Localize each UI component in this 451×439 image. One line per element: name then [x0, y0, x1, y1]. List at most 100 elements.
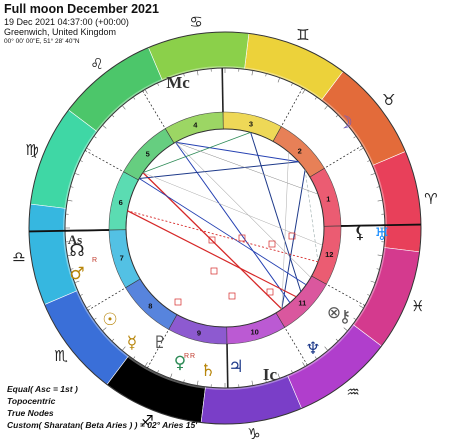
degree-tick [132, 356, 136, 360]
house-number-1: 1 [326, 194, 330, 203]
chart-footer: Equal( Asc = 1st ) Topocentric True Node… [7, 383, 197, 431]
aspect-line [175, 142, 311, 278]
degree-tick [121, 105, 126, 110]
degree-tick [102, 327, 107, 332]
house-cusp-10 [226, 343, 229, 388]
angle-label-ic: Ic [263, 365, 278, 384]
degree-tick [377, 199, 383, 202]
degree-tick [353, 317, 357, 321]
degree-tick [376, 268, 380, 270]
sign-glyph-libra-icon: ♎ [12, 248, 25, 266]
degree-tick [370, 172, 376, 176]
degree-tick [370, 280, 376, 284]
house-cusp-3 [280, 87, 303, 127]
house-cusp-6 [84, 150, 124, 173]
degree-tick [121, 346, 126, 351]
angle-label-mc: Mc [166, 73, 190, 92]
house-system-label: Equal( Asc = 1st ) [7, 384, 78, 394]
nodes-label: True Nodes [7, 408, 54, 419]
degree-tick [335, 114, 339, 118]
sign-glyph-capricorn-icon: ♑ [247, 425, 260, 439]
aspect-line [142, 131, 251, 174]
aspect-line [175, 141, 291, 304]
planet-glyphs: ☉☽☿♀ R♂♃♄♅♆♇☊⚷⚸⊗RR [69, 113, 389, 381]
degree-tick [111, 114, 115, 118]
house-cusp-2 [324, 145, 363, 169]
ayanamsa-label: Custom( Sharatan( Beta Aries ) ) = 02° A… [7, 420, 198, 431]
aspect-square-marker [288, 232, 296, 240]
degree-tick [265, 73, 267, 77]
aspect-square-marker [266, 288, 274, 296]
house-number-5: 5 [146, 149, 150, 158]
degree-tick [367, 160, 371, 162]
aspect-line [175, 141, 299, 163]
house-number-11: 11 [298, 299, 306, 308]
planet-moon-icon: ☽ [337, 113, 352, 133]
chart-title: Full moon December 2021 [4, 2, 159, 16]
degree-tick [169, 373, 173, 379]
planet-saturn-icon: ♄ [200, 361, 215, 381]
aspect-line [304, 169, 319, 262]
planet-lilith-icon: ⚸ [354, 223, 366, 243]
sign-glyph-cancer-icon: ♋ [189, 13, 202, 31]
degree-tick [335, 338, 339, 342]
house-number-4: 4 [193, 121, 198, 130]
degree-tick [93, 317, 97, 321]
planet-neptune-icon: ♆ [305, 339, 320, 359]
degree-tick [376, 186, 380, 188]
degree-tick [93, 135, 97, 139]
degree-tick [324, 105, 329, 110]
degree-tick [324, 346, 329, 351]
planet-mars-icon: ♂ [69, 264, 84, 284]
planet-chiron-icon: ⚷ [339, 307, 351, 327]
zodiac-outer-circle [28, 31, 422, 425]
degree-tick [169, 77, 173, 83]
house-number-6: 6 [119, 198, 123, 207]
degree-tick [70, 268, 74, 270]
aspect-line [175, 142, 319, 195]
topocentric-label: Topocentric [7, 396, 56, 407]
retrograde-mark: R [190, 353, 195, 360]
degree-tick [343, 327, 348, 332]
degree-tick [359, 147, 364, 151]
planet-pars-icon: ⊗ [327, 303, 341, 323]
sign-inner-band-aries [372, 164, 387, 248]
sign-glyph-leo-icon: ♌ [90, 55, 103, 73]
planet-jupiter-icon: ♃ [228, 357, 243, 377]
house-number-9: 9 [197, 328, 201, 337]
degree-tick [111, 338, 115, 342]
degree-tick [314, 96, 318, 100]
degree-tick [86, 305, 91, 309]
degree-tick [251, 70, 254, 76]
house-number-3: 3 [249, 120, 253, 129]
house-cusps [29, 68, 421, 388]
zodiac-glyphs: ♈ ♉ ♊ ♋ ♌ ♍ ♎ ♏ ♐ ♑ ♒ ♓ [12, 13, 437, 439]
degree-tick [157, 370, 159, 374]
degree-tick [343, 124, 348, 129]
chart-coordinates: 00° 00' 00"E, 51° 28' 40"N [4, 37, 80, 45]
house-number-10: 10 [250, 327, 258, 336]
degree-tick [302, 89, 306, 94]
degree-tick [157, 82, 159, 86]
degree-tick [314, 356, 318, 360]
sign-glyph-sagittarius-icon: ♐ [140, 412, 153, 430]
house-cusp-11 [284, 327, 308, 366]
degree-tick [79, 294, 83, 296]
degree-tick [86, 147, 91, 151]
degree-tick [183, 73, 185, 77]
degree-tick [79, 160, 83, 162]
chart-header: Full moon December 2021 19 Dec 2021 04:3… [4, 2, 159, 46]
house-number-7: 7 [120, 254, 124, 263]
aspect-line [281, 169, 306, 310]
degree-tick [74, 172, 80, 176]
degree-tick [265, 379, 267, 383]
planet-sun-icon: ☉ [102, 310, 117, 330]
sign-glyph-gemini-icon: ♊ [296, 26, 309, 44]
house-cusp-12 [326, 283, 366, 306]
planet-venus-icon: ♀ [174, 353, 186, 373]
degree-tick [251, 380, 254, 386]
chart-datetime: 19 Dec 2021 04:37:00 (+00:00) [4, 16, 129, 27]
aspect-line [281, 152, 289, 310]
degree-tick [377, 254, 383, 257]
degree-tick [359, 305, 364, 309]
